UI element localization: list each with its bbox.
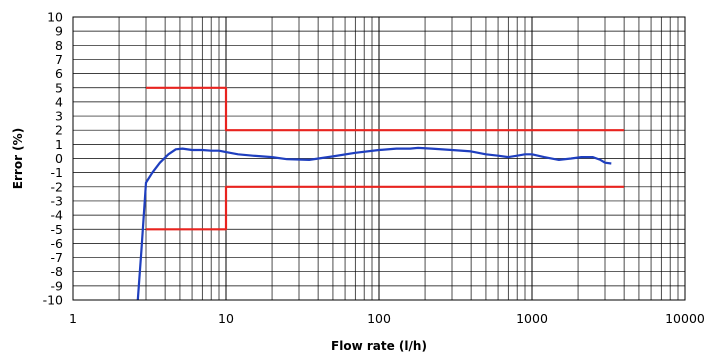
y-tick-label: 2 xyxy=(55,123,63,138)
y-tick-label: -6 xyxy=(51,236,64,251)
y-tick-label: -10 xyxy=(43,293,63,308)
y-tick-label: -4 xyxy=(51,208,64,223)
y-tick-label: -5 xyxy=(51,222,63,237)
x-tick-label: 10 xyxy=(218,311,234,326)
x-tick-label: 1000 xyxy=(516,311,548,326)
lower-limit-line xyxy=(146,185,625,231)
y-tick-label: 5 xyxy=(55,80,63,95)
plot-frame xyxy=(72,16,686,301)
y-tick-label: -2 xyxy=(51,179,63,194)
y-axis-title: Error (%) xyxy=(11,128,25,189)
y-tick-label: 4 xyxy=(55,94,63,109)
y-tick-label: 0 xyxy=(55,151,63,166)
y-tick-label: 9 xyxy=(55,24,63,39)
y-tick-label: 3 xyxy=(55,109,63,124)
x-tick-label: 1 xyxy=(69,311,77,326)
series-layer xyxy=(136,86,625,301)
y-tick-label: -9 xyxy=(51,278,64,293)
upper-limit-line xyxy=(146,86,625,132)
x-axis-title: Flow rate (l/h) xyxy=(331,339,427,353)
x-tick-labels: 1 10 100 1000 10000 xyxy=(69,311,705,326)
y-tick-label: 7 xyxy=(55,52,63,67)
y-tick-label: 10 xyxy=(47,10,63,25)
y-tick-label: 6 xyxy=(55,66,63,81)
y-tick-label: -3 xyxy=(51,193,63,208)
y-tick-label: -8 xyxy=(51,264,64,279)
measured-error-line xyxy=(136,146,612,301)
y-tick-label: -7 xyxy=(51,250,63,265)
x-tick-label: 100 xyxy=(367,311,391,326)
y-tick-label: 8 xyxy=(55,38,63,53)
y-tick-label: 1 xyxy=(55,137,63,152)
x-tick-label: 10000 xyxy=(665,311,705,326)
y-tick-label: -1 xyxy=(51,165,63,180)
